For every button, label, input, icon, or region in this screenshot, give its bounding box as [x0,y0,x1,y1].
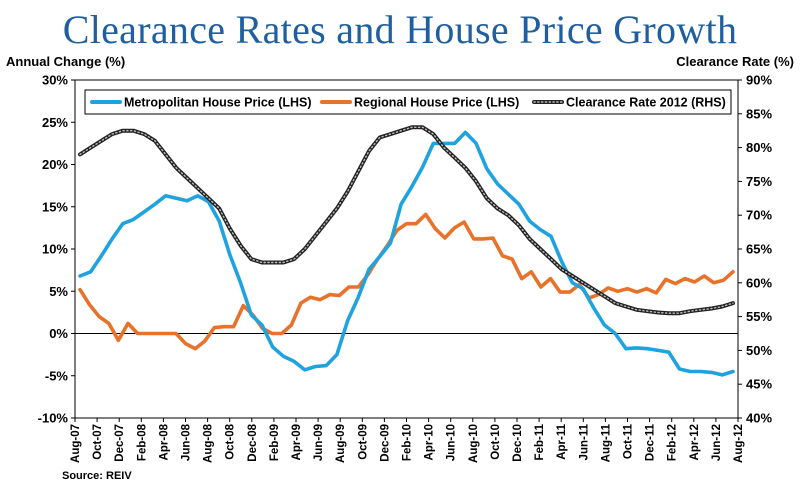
left-tick-label: 10% [42,242,68,257]
right-axis-ticks: 90% 85% 80% 75% 70% 65% 60% 55% 50% 45% 40% [738,73,772,426]
x-tick-label: Jun-09 [313,424,325,461]
legend-metropolitan-label: Metropolitan House Price (LHS) [124,96,312,110]
x-tick-label: Apr-09 [291,424,303,460]
x-tick-label: Apr-08 [158,423,170,460]
left-tick-label: -5% [45,368,69,383]
legend-clearance-label: Clearance Rate 2012 (RHS) [566,96,726,110]
chart-title: Clearance Rates and House Price Growth [62,7,738,52]
x-tick-label: Oct-11 [623,423,635,459]
x-tick-label: Aug-12 [733,424,745,463]
x-tick-label: Oct-10 [490,424,502,460]
x-tick-label: Jun-11 [578,423,590,460]
left-tick-label: 30% [42,73,68,88]
x-tick-label: Aug-08 [203,423,215,463]
right-axis-label: Clearance Rate (%) [676,54,794,69]
x-tick-label: Aug-09 [335,424,347,463]
legend-regional-label: Regional House Price (LHS) [354,96,519,110]
left-tick-label: 25% [42,115,68,130]
x-tick-label: Oct-09 [357,424,369,460]
right-tick-label: 55% [746,309,772,324]
x-tick-label: Dec-08 [247,423,259,461]
source-note: Source: REIV [62,470,132,482]
x-tick-label: Feb-09 [269,424,281,461]
series-lines [78,125,735,377]
x-tick-label: Aug-10 [468,424,480,463]
x-tick-label: Jun-12 [711,424,723,461]
x-tick-label: Dec-11 [645,423,657,461]
x-tick-label: Apr-12 [689,424,701,460]
x-tick-label: Aug-07 [70,424,82,463]
left-tick-label: 0% [49,326,68,341]
x-axis-ticks: Aug-07 Oct-07 Dec-07 Feb-08 Apr-08 Jun-08 Aug-… [70,418,745,463]
x-tick-label: Feb-11 [534,423,546,460]
x-tick-label: Apr-11 [556,423,568,459]
right-tick-label: 60% [746,275,772,290]
x-tick-label: Aug-11 [600,423,612,462]
right-tick-label: 75% [746,174,772,189]
right-tick-label: 65% [746,242,772,257]
x-tick-label: Jun-10 [446,424,458,461]
left-tick-label: -10% [38,411,69,426]
right-tick-label: 80% [746,140,772,155]
x-tick-label: Oct-07 [92,424,104,460]
x-tick-label: Oct-08 [225,423,237,459]
clearance-rate-line-dots [79,126,734,314]
x-tick-label: Feb-10 [402,424,414,461]
legend: Metropolitan House Price (LHS) Regional H… [84,89,732,115]
right-tick-label: 40% [746,411,772,426]
x-tick-label: Feb-08 [136,423,148,461]
right-tick-label: 70% [746,208,772,223]
metropolitan-house-price-line [78,130,735,377]
right-tick-label: 50% [746,343,772,358]
left-tick-label: 20% [42,157,68,172]
legend-box [84,89,732,115]
left-axis-ticks: 30% 25% 20% 15% 10% 5% 0% -5% -10% [38,73,75,426]
right-tick-label: 90% [746,73,772,88]
x-tick-label: Dec-09 [379,424,391,462]
regional-house-price-line [78,212,735,351]
left-tick-label: 5% [49,284,68,299]
right-tick-label: 85% [746,106,772,121]
x-tick-label: Dec-07 [114,424,126,462]
x-tick-label: Feb-12 [667,424,679,461]
x-tick-label: Apr-10 [424,424,436,460]
x-tick-label: Dec-10 [512,424,524,462]
right-tick-label: 45% [746,377,772,392]
left-axis-label: Annual Change (%) [6,54,126,69]
clearance-rate-line [78,125,735,316]
left-tick-label: 15% [42,199,68,214]
x-tick-label: Jun-08 [181,423,193,461]
